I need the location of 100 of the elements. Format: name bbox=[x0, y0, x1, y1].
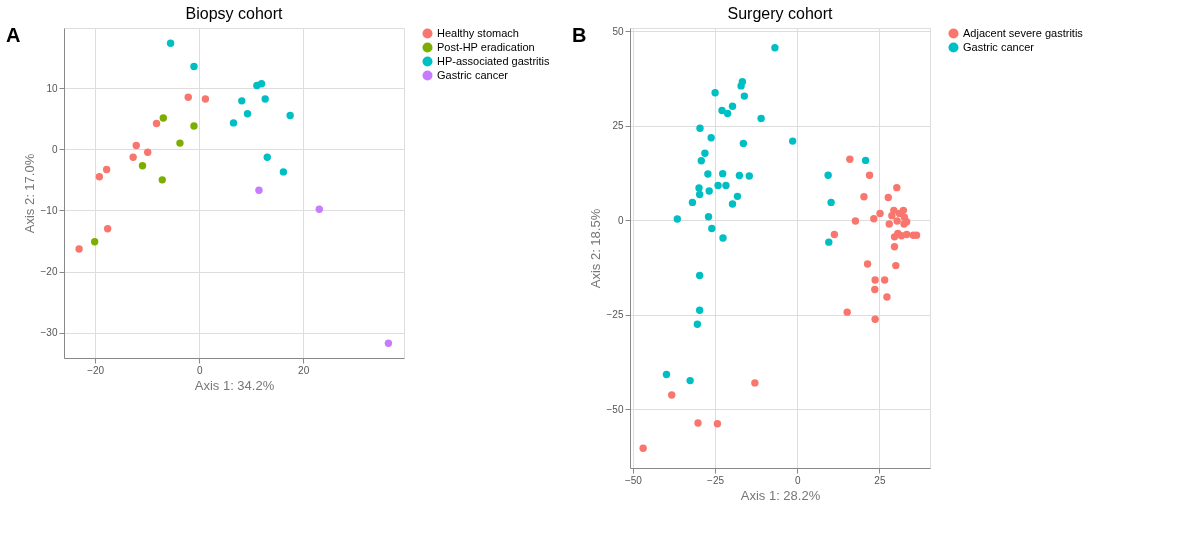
y-tick-label: −25 bbox=[606, 309, 624, 321]
y-axis-title: Axis 2: 17.0% bbox=[21, 153, 37, 234]
point bbox=[279, 168, 288, 176]
x-tick-label: 25 bbox=[874, 474, 886, 486]
point bbox=[883, 293, 891, 301]
legend-label: Healthy stomach bbox=[437, 26, 519, 39]
point bbox=[695, 184, 703, 192]
point bbox=[668, 391, 676, 399]
point bbox=[90, 237, 99, 246]
point bbox=[673, 215, 682, 223]
x-axis-title: Axis 1: 28.2% bbox=[740, 487, 821, 503]
point bbox=[713, 420, 722, 428]
point bbox=[315, 205, 323, 213]
legend-label: Gastric cancer bbox=[437, 68, 509, 81]
point bbox=[735, 171, 744, 180]
point bbox=[176, 139, 184, 147]
point bbox=[190, 62, 198, 71]
point bbox=[705, 187, 713, 195]
text: A bbox=[6, 24, 21, 46]
point bbox=[860, 193, 868, 201]
point bbox=[723, 109, 732, 118]
point bbox=[893, 183, 901, 192]
point bbox=[261, 95, 269, 103]
point bbox=[143, 148, 152, 156]
point bbox=[871, 285, 879, 294]
y-tick-label: 0 bbox=[617, 214, 624, 226]
point bbox=[714, 181, 722, 190]
point bbox=[890, 242, 899, 251]
point bbox=[871, 276, 879, 284]
point bbox=[662, 370, 671, 379]
x-tick-label: −20 bbox=[87, 364, 105, 376]
x-axis-title: Axis 1: 34.2% bbox=[194, 377, 275, 393]
point bbox=[102, 165, 111, 174]
legend-label: HP-associated gastritis bbox=[437, 54, 550, 67]
point bbox=[888, 211, 896, 220]
point bbox=[639, 444, 647, 453]
y-tick-label: −20 bbox=[40, 266, 58, 278]
point bbox=[745, 172, 753, 180]
x-tick-label: 20 bbox=[298, 364, 310, 376]
point bbox=[771, 43, 779, 52]
point bbox=[865, 171, 874, 179]
point bbox=[708, 224, 716, 233]
point bbox=[861, 156, 870, 165]
point bbox=[876, 209, 884, 218]
x-tick-label: −25 bbox=[707, 474, 725, 486]
point bbox=[138, 162, 147, 170]
text: B bbox=[572, 24, 587, 46]
point bbox=[132, 141, 140, 150]
point bbox=[885, 220, 893, 228]
point bbox=[695, 271, 704, 280]
point bbox=[184, 93, 192, 101]
point bbox=[190, 122, 198, 130]
y-tick-label: −30 bbox=[40, 327, 58, 339]
point bbox=[152, 119, 161, 128]
point bbox=[693, 320, 702, 328]
point bbox=[686, 376, 694, 385]
y-tick-label: −50 bbox=[606, 403, 624, 415]
y-tick-label: −10 bbox=[40, 204, 58, 216]
chart-title: Surgery cohort bbox=[727, 5, 834, 22]
point bbox=[697, 157, 706, 165]
point bbox=[75, 245, 83, 253]
point bbox=[201, 95, 210, 103]
point bbox=[843, 308, 851, 316]
point bbox=[159, 114, 167, 122]
point bbox=[728, 200, 737, 208]
point bbox=[739, 139, 748, 148]
point bbox=[257, 80, 266, 88]
y-tick-label: 10 bbox=[46, 82, 58, 94]
legend-label: Adjacent severe gastritis bbox=[963, 26, 1084, 39]
point bbox=[895, 209, 904, 218]
point bbox=[722, 181, 730, 190]
y-axis-title: Axis 2: 18.5% bbox=[587, 208, 603, 289]
point bbox=[892, 261, 900, 270]
point bbox=[704, 170, 712, 178]
point bbox=[788, 137, 797, 145]
legend-label: Post-HP eradication bbox=[437, 40, 535, 53]
point bbox=[893, 217, 901, 225]
point bbox=[695, 306, 704, 314]
point bbox=[166, 39, 175, 48]
point bbox=[737, 82, 745, 90]
point bbox=[718, 106, 726, 115]
point bbox=[704, 213, 713, 221]
point bbox=[740, 92, 749, 100]
chart-title: Biopsy cohort bbox=[185, 5, 284, 22]
y-tick-label: 0 bbox=[51, 143, 58, 155]
point bbox=[696, 124, 704, 132]
x-tick-label: 0 bbox=[196, 364, 203, 376]
point bbox=[95, 173, 104, 181]
point bbox=[863, 260, 872, 268]
point bbox=[707, 134, 715, 142]
point bbox=[103, 225, 112, 233]
point bbox=[229, 119, 238, 127]
point bbox=[884, 193, 892, 202]
point bbox=[129, 153, 137, 161]
point bbox=[158, 176, 166, 184]
point bbox=[827, 198, 835, 207]
legend-label: Gastric cancer bbox=[963, 40, 1035, 53]
point bbox=[851, 217, 860, 225]
point bbox=[871, 315, 879, 324]
point bbox=[751, 379, 759, 387]
